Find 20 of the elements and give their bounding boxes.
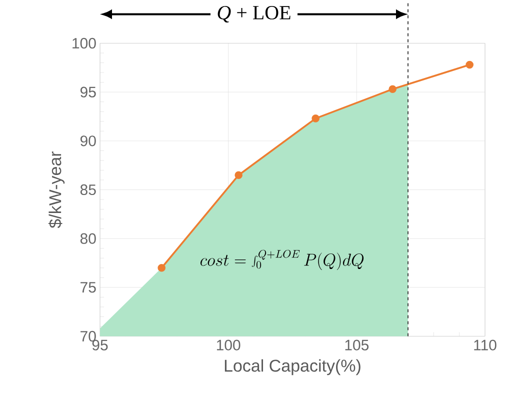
point bbox=[388, 85, 396, 93]
point bbox=[158, 264, 166, 272]
y-tick-label: 80 bbox=[80, 233, 96, 244]
y-tick-label: 85 bbox=[80, 184, 96, 195]
x-axis-title: Local Capacity(%) bbox=[224, 359, 360, 375]
y-tick-label: 90 bbox=[80, 135, 96, 146]
point bbox=[466, 60, 474, 69]
y-axis-title: $/kW-year bbox=[48, 151, 65, 228]
y-tick-label: 70 bbox=[80, 330, 96, 342]
y-tick-label: 95 bbox=[80, 86, 96, 98]
annotation: $cost = \int_0^{Q+LOE} P(Q)dQ$ bbox=[200, 250, 364, 270]
x-tick-label: 100 bbox=[216, 340, 240, 350]
y-tick-label: 75 bbox=[80, 282, 96, 293]
text: Q + LOE bbox=[218, 6, 290, 22]
point bbox=[234, 171, 242, 179]
x-tick-label: 110 bbox=[474, 340, 496, 350]
x-tick-label: 95 bbox=[92, 340, 108, 350]
point bbox=[312, 114, 320, 122]
x-tick-label: 105 bbox=[345, 340, 369, 350]
y-tick-label: 100 bbox=[72, 38, 96, 48]
